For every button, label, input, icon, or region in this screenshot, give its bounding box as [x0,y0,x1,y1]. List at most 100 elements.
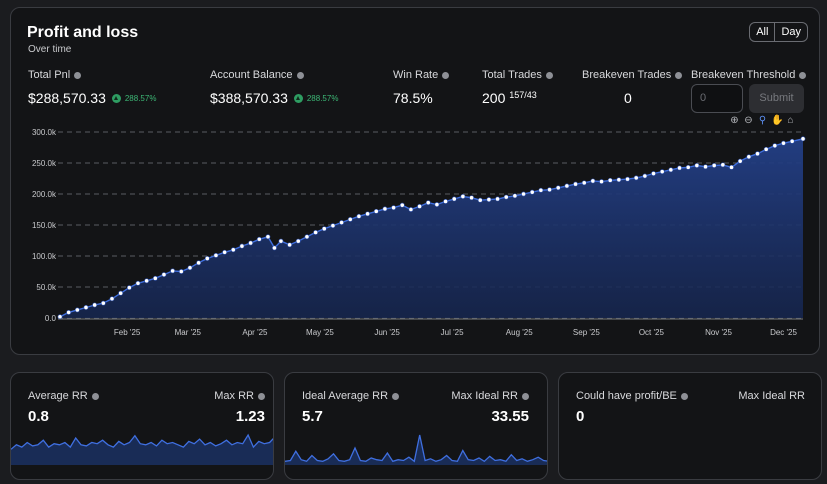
info-icon[interactable] [442,71,450,79]
data-point [230,247,236,253]
y-tick-label: 150.0k [32,221,57,230]
x-tick-label: Nov '25 [705,328,732,337]
data-point [347,217,353,222]
range-all-button[interactable]: All [756,26,769,38]
arrow-up-icon [293,93,303,103]
y-tick-label: 300.0k [32,128,57,137]
stat-label: Breakeven Threshold [691,69,796,81]
data-point [451,196,457,202]
data-point [222,249,228,255]
data-point [625,176,630,182]
data-point [581,180,587,186]
data-point [399,202,405,208]
data-point [152,275,158,281]
card-left-label: Could have profit/BE [576,390,677,402]
panel-title: Profit and loss [27,24,139,41]
info-icon[interactable] [296,71,304,79]
stat-breakeven-trades: Breakeven Trades 0 [582,69,683,106]
stat-value: $288,570.33 [28,90,106,106]
data-point [763,146,769,152]
data-point [339,220,345,225]
x-tick-label: Apr '25 [242,328,268,337]
data-point [538,187,544,193]
zoom-in-icon[interactable]: ⊕ [730,115,739,126]
submit-button[interactable]: Submit [749,84,804,113]
stat-label: Win Rate [393,69,439,81]
data-point [616,177,622,183]
data-point [668,167,674,173]
data-point [607,177,613,183]
pnl-area-chart[interactable]: 0.0 50.0k 100.0k 150.0k 200.0k 250.0k 300.0k Fe… [10,123,820,343]
data-point [74,307,80,313]
x-tick-label: Jul '25 [441,328,464,337]
stat-account-balance: Account Balance $388,570.33 288.57% [210,69,338,106]
data-point [170,268,176,274]
info-icon[interactable] [258,392,265,400]
data-point [373,208,379,214]
ideal-rr-sparkline [285,434,547,465]
data-point [737,158,743,164]
data-point [278,238,284,244]
x-tick-label: Feb '25 [114,328,141,337]
card-right-label: Max Ideal RR [451,390,518,402]
data-point [573,181,578,187]
pnl-area [60,138,803,318]
card-average-rr: Average RR Max RR 0.8 1.23 [10,372,274,480]
card-right-label: Max Ideal RR [738,390,805,402]
info-icon[interactable] [91,392,99,400]
card-left-value: 5.7 [302,408,323,425]
stat-total-trades: Total Trades 200 157/43 [482,69,553,106]
info-icon[interactable] [74,71,82,79]
data-point [477,197,483,203]
data-point [256,236,262,242]
x-tick-label: Sep '25 [573,328,600,337]
info-icon[interactable] [680,392,688,400]
data-point [503,194,509,200]
data-point [800,136,806,142]
change-badge: 288.57% [111,93,157,103]
sparkline-line [285,434,547,463]
change-value: 288.57% [124,93,157,103]
x-tick-label: Aug '25 [506,328,533,337]
data-point [313,230,319,235]
data-point [529,189,535,195]
data-point [772,143,778,149]
data-point [295,238,301,244]
sparkline-line [11,433,273,450]
data-point [590,178,596,184]
magnify-icon[interactable]: ⚲ [758,115,767,126]
sparkline-area [11,435,273,465]
zoom-out-icon[interactable]: ⊖ [744,115,753,126]
data-point [408,207,414,212]
info-icon[interactable] [675,71,683,79]
data-point [633,175,639,181]
data-point [460,194,466,199]
data-point [382,206,388,212]
card-left-label: Ideal Average RR [302,390,389,402]
y-tick-label: 100.0k [32,252,57,261]
data-point [677,165,682,171]
data-point [425,200,431,206]
card-left-value: 0 [576,408,585,425]
panel-subtitle: Over time [28,44,72,55]
data-point [746,154,752,160]
info-icon[interactable] [545,71,553,79]
card-right-value: 33.55 [491,408,529,425]
info-icon[interactable] [522,392,529,400]
data-point [187,265,193,271]
stat-label: Account Balance [210,69,293,81]
stat-value: 78.5% [393,90,433,106]
range-day-button[interactable]: Day [774,23,807,41]
x-tick-label: Dec '25 [770,328,797,337]
data-point [685,164,691,170]
data-point [330,223,336,229]
info-icon[interactable] [392,392,400,400]
data-point [265,234,271,240]
data-point [599,179,604,184]
sparkline-area [285,435,547,465]
pan-hand-icon[interactable]: ✋ [771,115,784,126]
info-icon[interactable] [799,71,807,79]
data-point [555,185,561,191]
breakeven-threshold-input[interactable]: 0 [691,84,743,113]
home-icon[interactable]: ⌂ [787,115,794,126]
